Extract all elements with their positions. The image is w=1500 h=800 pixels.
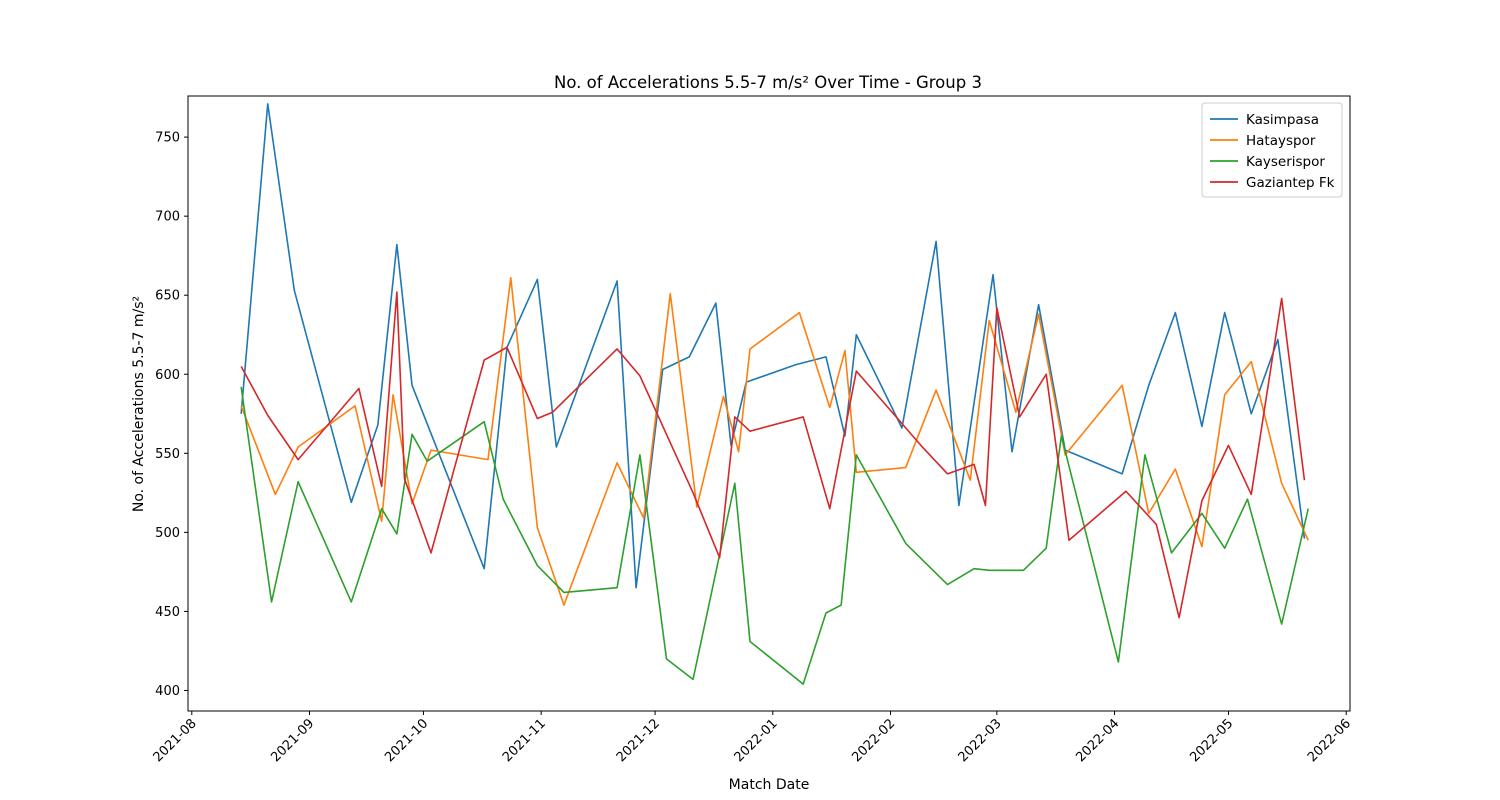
x-tick-label: 2022-04: [1073, 716, 1122, 765]
x-tick-label: 2021-11: [500, 716, 549, 765]
y-tick-label: 400: [155, 684, 180, 699]
y-tick-label: 450: [155, 605, 180, 620]
series-line-kasimpasa: [240, 103, 1306, 589]
y-tick-label: 600: [155, 368, 180, 383]
legend-label-gaziantep-fk: Gaziantep Fk: [1246, 175, 1335, 191]
x-tick-label: 2022-06: [1305, 716, 1354, 765]
x-tick-label: 2021-08: [151, 716, 200, 765]
x-tick-label: 2022-02: [849, 716, 898, 765]
chart-title: No. of Accelerations 5.5-7 m/s² Over Tim…: [554, 73, 982, 92]
x-tick-label: 2021-09: [268, 716, 317, 765]
x-tick-label: 2022-03: [956, 716, 1005, 765]
x-tick-label: 2021-12: [614, 716, 663, 765]
legend-label-hatayspor: Hatayspor: [1246, 133, 1316, 149]
series-line-gaziantep-fk: [240, 291, 1306, 619]
legend: Kasimpasa Hatayspor Kayserispor Gaziantep F…: [1201, 102, 1343, 198]
x-axis-label: Match Date: [729, 777, 810, 793]
y-axis-label: No. of Accelerations 5.5-7 m/s²: [131, 296, 147, 512]
plot-frame: [187, 95, 1351, 712]
x-tick-label: 2022-01: [732, 716, 781, 765]
y-tick-label: 650: [155, 289, 180, 304]
legend-label-kasimpasa: Kasimpasa: [1246, 112, 1319, 128]
y-axis: 400 450 500 550 600 650 700 750: [155, 131, 188, 699]
x-axis: 2021-08 2021-09 2021-10 2021-11 2021-12 2022-…: [151, 711, 1354, 765]
legend-box: [1201, 102, 1343, 198]
y-tick-label: 500: [155, 526, 180, 541]
y-tick-label: 750: [155, 131, 180, 146]
y-tick-label: 700: [155, 210, 180, 225]
legend-label-kayserispor: Kayserispor: [1246, 154, 1325, 170]
y-tick-label: 550: [155, 447, 180, 462]
x-tick-label: 2022-05: [1187, 716, 1236, 765]
series-line-hatayspor: [240, 277, 1309, 606]
x-tick-label: 2021-10: [382, 716, 431, 765]
series-line-kayserispor: [240, 386, 1310, 685]
series-layer: [240, 103, 1310, 685]
